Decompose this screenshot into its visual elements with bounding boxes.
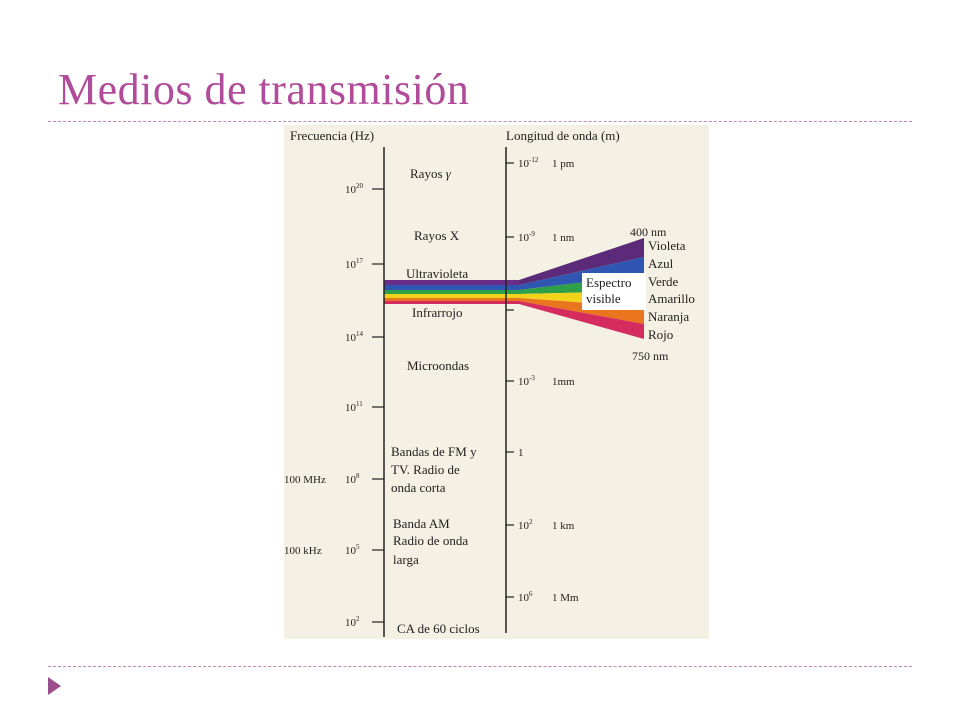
region-microwave: Microondas bbox=[407, 358, 469, 373]
frequency-tick-label: 1011 bbox=[345, 400, 363, 414]
wavelength-unit-label: 1 pm bbox=[552, 158, 575, 170]
visible-spectrum-label-line1: Espectro bbox=[586, 275, 631, 290]
region-gamma-rays: Rayos γ bbox=[410, 166, 452, 181]
wavelength-tick-label: 10-12 bbox=[518, 156, 539, 170]
wavelength-axis-label: Longitud de onda (m) bbox=[506, 128, 620, 143]
wavelength-unit-label: 1mm bbox=[552, 376, 575, 388]
wavelength-tick-label: 1 bbox=[518, 447, 524, 459]
band-orange bbox=[384, 298, 519, 301]
frequency-unit-label: 100 MHz bbox=[284, 474, 326, 486]
wavelength-unit-label: 1 km bbox=[552, 520, 575, 532]
visible-color-3: Amarillo bbox=[648, 291, 695, 306]
frequency-ticks: 1020 1017 1014 1011 108 100 MHz 105 100 kHz 102 bbox=[284, 182, 384, 629]
visible-color-2: Verde bbox=[648, 274, 679, 289]
region-infrared: Infrarrojo bbox=[412, 305, 463, 320]
region-ac-60hz: CA de 60 ciclos bbox=[397, 621, 480, 636]
wavelength-tick-label: 10-3 bbox=[518, 374, 535, 388]
region-x-rays: Rayos X bbox=[414, 228, 460, 243]
band-green bbox=[384, 290, 519, 294]
region-fm-line3: onda corta bbox=[391, 480, 446, 495]
visible-color-1: Azul bbox=[648, 256, 674, 271]
spectrum-diagram: Frecuencia (Hz) Longitud de onda (m) Esp… bbox=[284, 128, 695, 637]
band-blue bbox=[384, 285, 519, 290]
frequency-tick-label: 1014 bbox=[345, 330, 364, 344]
frequency-unit-label: 100 kHz bbox=[284, 545, 322, 557]
frequency-tick-label: 102 bbox=[345, 615, 360, 629]
region-ultraviolet: Ultravioleta bbox=[406, 266, 468, 281]
fan-red bbox=[519, 301, 644, 339]
wavelength-unit-label: 1 nm bbox=[552, 232, 575, 244]
spectrum-band bbox=[384, 280, 519, 304]
wavelength-tick-label: 106 bbox=[518, 590, 533, 604]
frequency-tick-label: 108 bbox=[345, 472, 360, 486]
region-am-line2: Radio de onda bbox=[393, 533, 468, 548]
visible-spectrum-label-line2: visible bbox=[586, 291, 621, 306]
visible-color-5: Rojo bbox=[648, 327, 673, 342]
fan-orange bbox=[519, 298, 644, 324]
wavelength-tick-label: 10-9 bbox=[518, 230, 535, 244]
region-am-line3: larga bbox=[393, 552, 419, 567]
visible-spectrum-label-box bbox=[582, 273, 646, 310]
footer-divider bbox=[48, 666, 912, 667]
slide-title: Medios de transmisión bbox=[58, 65, 470, 114]
band-yellow bbox=[384, 294, 519, 298]
region-am-line1: Banda AM bbox=[393, 516, 450, 531]
wavelength-ticks: 10-12 1 pm 10-9 1 nm 10-3 1mm 1 102 1 km 106 1 Mm bbox=[506, 156, 579, 604]
frequency-axis-label: Frecuencia (Hz) bbox=[290, 128, 374, 143]
visible-max-wavelength: 750 nm bbox=[632, 349, 669, 363]
band-red bbox=[384, 301, 519, 304]
bullet-triangle-icon bbox=[48, 677, 61, 695]
visible-min-wavelength: 400 nm bbox=[630, 225, 667, 239]
title-divider bbox=[48, 121, 912, 122]
visible-color-names: Violeta Azul Verde Amarillo Naranja Rojo bbox=[648, 238, 695, 342]
region-fm-line1: Bandas de FM y bbox=[391, 444, 477, 459]
frequency-tick-label: 105 bbox=[345, 543, 360, 557]
visible-color-0: Violeta bbox=[648, 238, 686, 253]
frequency-tick-label: 1017 bbox=[345, 257, 364, 271]
electromagnetic-spectrum-figure: Frecuencia (Hz) Longitud de onda (m) Esp… bbox=[284, 125, 709, 639]
visible-color-4: Naranja bbox=[648, 309, 689, 324]
wavelength-tick-label: 102 bbox=[518, 518, 533, 532]
frequency-tick-label: 1020 bbox=[345, 182, 364, 196]
wavelength-unit-label: 1 Mm bbox=[552, 592, 579, 604]
fan-blue bbox=[519, 257, 644, 290]
region-fm-line2: TV. Radio de bbox=[391, 462, 460, 477]
band-violet bbox=[384, 280, 519, 285]
fan-violet bbox=[519, 238, 644, 285]
